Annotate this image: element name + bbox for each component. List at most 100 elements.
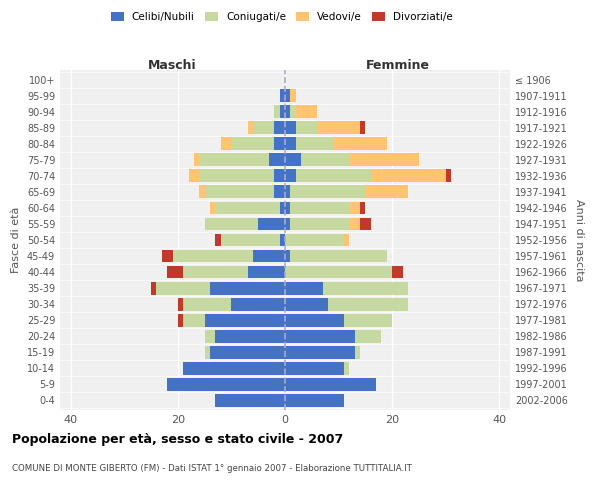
Bar (173, 250, 253, 262)
Bar (285, 362, 344, 374)
Bar (360, 202, 365, 214)
Bar (328, 298, 408, 310)
Text: Femmine: Femmine (365, 58, 430, 71)
Bar (210, 346, 285, 358)
Text: COMUNE DI MONTE GIBERTO (FM) - Dati ISTAT 1° gennaio 2007 - Elaborazione TUTTITA: COMUNE DI MONTE GIBERTO (FM) - Dati ISTA… (12, 464, 412, 473)
Bar (285, 170, 296, 182)
Bar (285, 202, 290, 214)
Bar (167, 266, 183, 278)
Bar (360, 122, 365, 134)
Bar (349, 218, 360, 230)
Bar (162, 250, 173, 262)
Bar (344, 314, 392, 326)
Bar (285, 250, 290, 262)
Bar (215, 394, 285, 407)
Bar (285, 346, 355, 358)
Bar (296, 138, 333, 150)
Bar (290, 186, 365, 198)
Bar (178, 298, 183, 310)
Bar (183, 266, 248, 278)
Bar (296, 170, 371, 182)
Bar (349, 202, 360, 214)
Bar (371, 170, 446, 182)
Bar (290, 218, 349, 230)
Bar (274, 170, 285, 182)
Bar (188, 170, 199, 182)
Bar (232, 298, 285, 310)
Bar (285, 378, 376, 391)
Bar (355, 346, 360, 358)
Bar (301, 154, 349, 166)
Bar (205, 218, 258, 230)
Bar (205, 346, 210, 358)
Bar (285, 330, 355, 342)
Bar (290, 202, 349, 214)
Bar (210, 282, 285, 294)
Bar (194, 154, 199, 166)
Bar (280, 89, 285, 102)
Bar (365, 186, 408, 198)
Y-axis label: Anni di nascita: Anni di nascita (574, 198, 584, 281)
Bar (285, 234, 344, 246)
Bar (205, 186, 274, 198)
Y-axis label: Fasce di età: Fasce di età (11, 207, 21, 273)
Bar (205, 314, 285, 326)
Bar (183, 362, 285, 374)
Legend: Celibi/Nubili, Coniugati/e, Vedovi/e, Divorziati/e: Celibi/Nubili, Coniugati/e, Vedovi/e, Di… (107, 8, 457, 26)
Bar (274, 122, 285, 134)
Bar (215, 330, 285, 342)
Bar (290, 89, 296, 102)
Bar (285, 186, 290, 198)
Bar (344, 362, 349, 374)
Bar (317, 122, 360, 134)
Bar (280, 202, 285, 214)
Bar (258, 218, 285, 230)
Bar (199, 154, 269, 166)
Bar (360, 218, 371, 230)
Bar (323, 282, 408, 294)
Bar (253, 250, 285, 262)
Bar (248, 266, 285, 278)
Bar (248, 122, 253, 134)
Bar (221, 234, 280, 246)
Bar (178, 314, 183, 326)
Bar (274, 106, 280, 118)
Bar (344, 234, 349, 246)
Bar (285, 138, 296, 150)
Bar (285, 266, 392, 278)
Bar (280, 106, 285, 118)
Bar (274, 138, 285, 150)
Text: Maschi: Maschi (148, 58, 197, 71)
Bar (285, 218, 290, 230)
Bar (280, 234, 285, 246)
Bar (290, 250, 387, 262)
Bar (285, 298, 328, 310)
Bar (446, 170, 451, 182)
Bar (285, 394, 344, 407)
Bar (199, 170, 274, 182)
Bar (296, 106, 317, 118)
Bar (349, 154, 419, 166)
Bar (355, 330, 382, 342)
Bar (285, 154, 301, 166)
Bar (285, 122, 296, 134)
Bar (215, 202, 280, 214)
Bar (290, 106, 296, 118)
Bar (285, 282, 323, 294)
Bar (215, 234, 221, 246)
Bar (205, 330, 215, 342)
Bar (253, 122, 274, 134)
Bar (285, 89, 290, 102)
Bar (269, 154, 285, 166)
Bar (285, 314, 344, 326)
Bar (296, 122, 317, 134)
Bar (199, 186, 205, 198)
Bar (151, 282, 157, 294)
Bar (183, 314, 205, 326)
Bar (274, 186, 285, 198)
Bar (392, 266, 403, 278)
Bar (157, 282, 210, 294)
Bar (285, 106, 290, 118)
Bar (221, 138, 232, 150)
Bar (333, 138, 387, 150)
